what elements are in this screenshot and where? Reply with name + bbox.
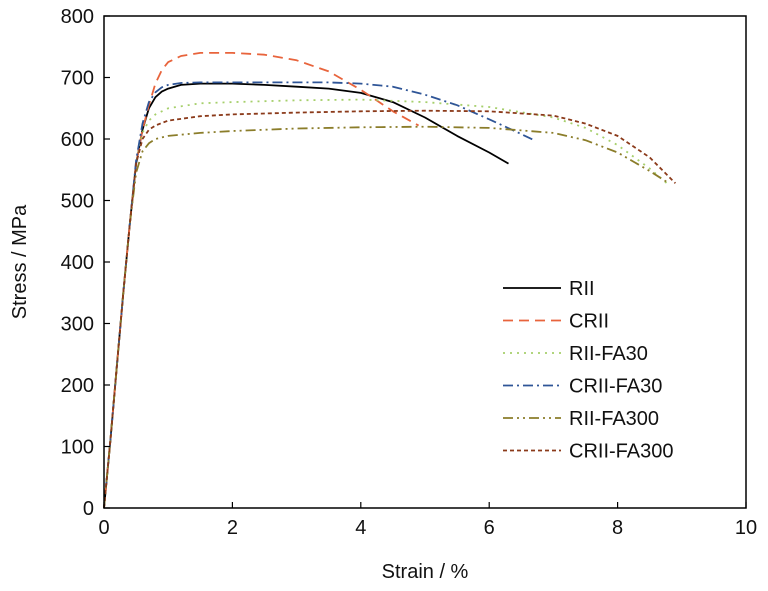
x-tick-label: 6 — [484, 517, 495, 539]
legend-label: CRII — [569, 311, 609, 333]
legend-label: RII — [569, 278, 595, 300]
legend-label: CRII-FA300 — [569, 441, 673, 463]
y-tick-label: 300 — [61, 314, 94, 336]
x-axis-title: Strain / % — [382, 561, 469, 583]
x-tick-label: 4 — [355, 517, 366, 539]
y-tick-label: 500 — [61, 191, 94, 213]
y-tick-label: 700 — [61, 68, 94, 90]
x-tick-label: 2 — [227, 517, 238, 539]
legend-label: RII-FA30 — [569, 343, 648, 365]
x-axis-ticks: 0 2 4 6 8 10 — [98, 502, 757, 539]
plot-frame — [103, 15, 747, 509]
series-line-crii — [103, 52, 420, 509]
y-axis-ticks: 0 100 200 300 400 500 600 700 800 — [61, 6, 110, 520]
x-tick-label: 8 — [612, 517, 623, 539]
y-tick-label: 100 — [61, 437, 94, 459]
y-tick-label: 800 — [61, 6, 94, 28]
series-line-crii-fa30 — [103, 81, 535, 509]
y-axis-title: Stress / MPa — [9, 204, 31, 319]
y-tick-label: 200 — [61, 375, 94, 397]
y-tick-label: 600 — [61, 129, 94, 151]
series-line-rii — [103, 82, 509, 509]
legend: RII CRII RII-FA30 CRII-FA30 RII-FA300 CRII-FA… — [503, 278, 673, 463]
series-line-crii-fa300 — [103, 109, 677, 509]
legend-label: CRII-FA30 — [569, 376, 662, 398]
y-tick-label: 400 — [61, 252, 94, 274]
series-layer — [103, 52, 677, 509]
legend-label: RII-FA300 — [569, 408, 659, 430]
y-tick-label: 0 — [83, 498, 94, 520]
x-tick-label: 0 — [98, 517, 109, 539]
x-tick-label: 10 — [735, 517, 757, 539]
